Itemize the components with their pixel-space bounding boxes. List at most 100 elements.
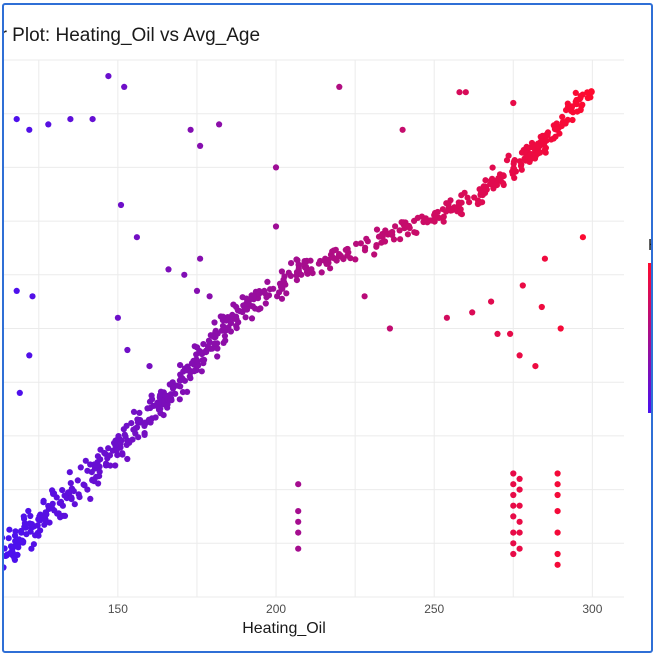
data-point <box>84 486 91 493</box>
data-point <box>405 222 412 230</box>
data-point <box>538 303 545 311</box>
data-point <box>187 375 194 382</box>
data-point <box>378 239 385 246</box>
data-point <box>114 314 121 321</box>
data-point <box>456 89 463 96</box>
data-point <box>265 292 273 299</box>
data-point <box>541 255 549 262</box>
data-point <box>4 535 6 541</box>
data-point <box>272 223 280 230</box>
data-point <box>65 489 72 496</box>
data-point <box>4 564 7 571</box>
data-point <box>535 143 542 150</box>
data-point <box>357 240 364 247</box>
data-point <box>510 550 517 558</box>
data-point <box>123 422 130 429</box>
data-point <box>488 177 495 184</box>
data-point <box>113 447 120 454</box>
data-point <box>462 89 469 96</box>
data-point <box>136 409 143 416</box>
data-point <box>285 269 292 276</box>
data-point <box>194 358 201 365</box>
data-point <box>35 516 42 523</box>
data-point <box>439 206 446 213</box>
data-point <box>187 126 194 133</box>
data-point <box>221 332 228 340</box>
data-point <box>106 452 114 459</box>
data-point <box>222 327 229 334</box>
data-point <box>220 339 227 346</box>
data-point <box>45 502 52 510</box>
data-point <box>411 217 418 224</box>
data-point <box>261 287 268 294</box>
data-point <box>517 162 525 170</box>
data-point <box>87 495 94 502</box>
x-axis-label: Heating_Oil <box>242 620 326 637</box>
data-point <box>68 494 75 501</box>
data-point <box>362 244 369 251</box>
data-point <box>361 293 368 300</box>
data-point <box>336 251 343 258</box>
data-point <box>111 439 118 447</box>
data-point <box>11 532 19 539</box>
data-point <box>537 133 544 140</box>
data-point <box>147 404 154 412</box>
data-point <box>574 97 581 104</box>
data-point <box>117 201 125 209</box>
data-point <box>105 445 112 452</box>
data-point <box>216 121 223 128</box>
x-tick-label: 200 <box>266 602 286 616</box>
data-point <box>197 255 204 262</box>
data-point <box>398 219 405 226</box>
data-point <box>475 197 482 204</box>
data-point <box>67 116 74 123</box>
data-point <box>283 290 290 297</box>
data-point <box>371 251 378 258</box>
data-point <box>262 300 269 307</box>
data-point <box>516 529 523 536</box>
data-point <box>41 521 48 528</box>
data-point <box>516 502 523 509</box>
data-point <box>184 388 191 395</box>
data-point <box>67 480 74 487</box>
data-points <box>4 73 595 571</box>
data-point <box>267 286 274 293</box>
data-point <box>494 330 501 337</box>
data-point <box>519 282 526 289</box>
data-point <box>554 550 561 558</box>
data-point <box>536 149 544 156</box>
data-point <box>124 455 131 463</box>
data-point <box>201 356 208 363</box>
data-point <box>26 126 33 133</box>
data-point <box>27 512 34 520</box>
data-point <box>169 379 176 386</box>
data-point <box>542 132 550 139</box>
data-point <box>588 88 595 96</box>
data-point <box>399 126 406 133</box>
data-point <box>194 344 201 351</box>
data-point <box>557 325 564 332</box>
data-point <box>500 180 507 187</box>
data-point <box>211 319 218 326</box>
data-point <box>214 353 221 360</box>
data-point <box>160 412 167 419</box>
data-point <box>489 164 496 171</box>
data-point <box>422 215 429 222</box>
data-point <box>490 185 497 192</box>
data-point <box>443 314 450 321</box>
data-point <box>392 223 399 230</box>
data-point <box>559 113 566 120</box>
data-point <box>9 550 16 557</box>
data-point <box>4 552 9 559</box>
data-point <box>505 152 512 159</box>
data-point <box>156 392 164 399</box>
data-point <box>13 287 20 294</box>
data-point <box>387 230 394 237</box>
data-point <box>532 363 539 370</box>
data-point <box>200 341 207 348</box>
data-point <box>135 418 142 425</box>
data-point <box>579 234 587 241</box>
data-point <box>59 487 66 494</box>
data-point <box>373 243 380 250</box>
data-point <box>396 227 403 234</box>
